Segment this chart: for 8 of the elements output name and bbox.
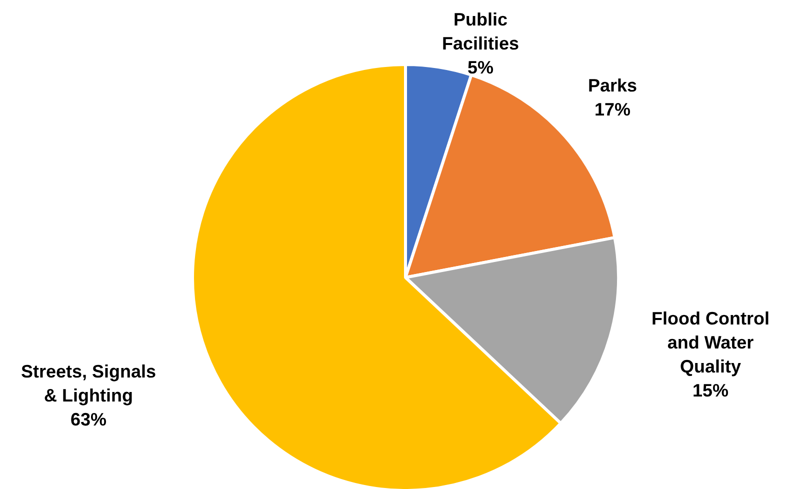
slice-label: Flood Control and Water Quality <box>652 308 770 376</box>
slice-label: Parks <box>588 76 638 96</box>
slice-label: Streets, Signals & Lighting <box>20 362 156 406</box>
slice-label: Public Facilities <box>442 10 520 54</box>
data-label: 17% <box>594 100 631 120</box>
data-label: 5% <box>467 58 494 78</box>
data-label: 63% <box>70 410 107 430</box>
data-label: 15% <box>692 380 729 400</box>
